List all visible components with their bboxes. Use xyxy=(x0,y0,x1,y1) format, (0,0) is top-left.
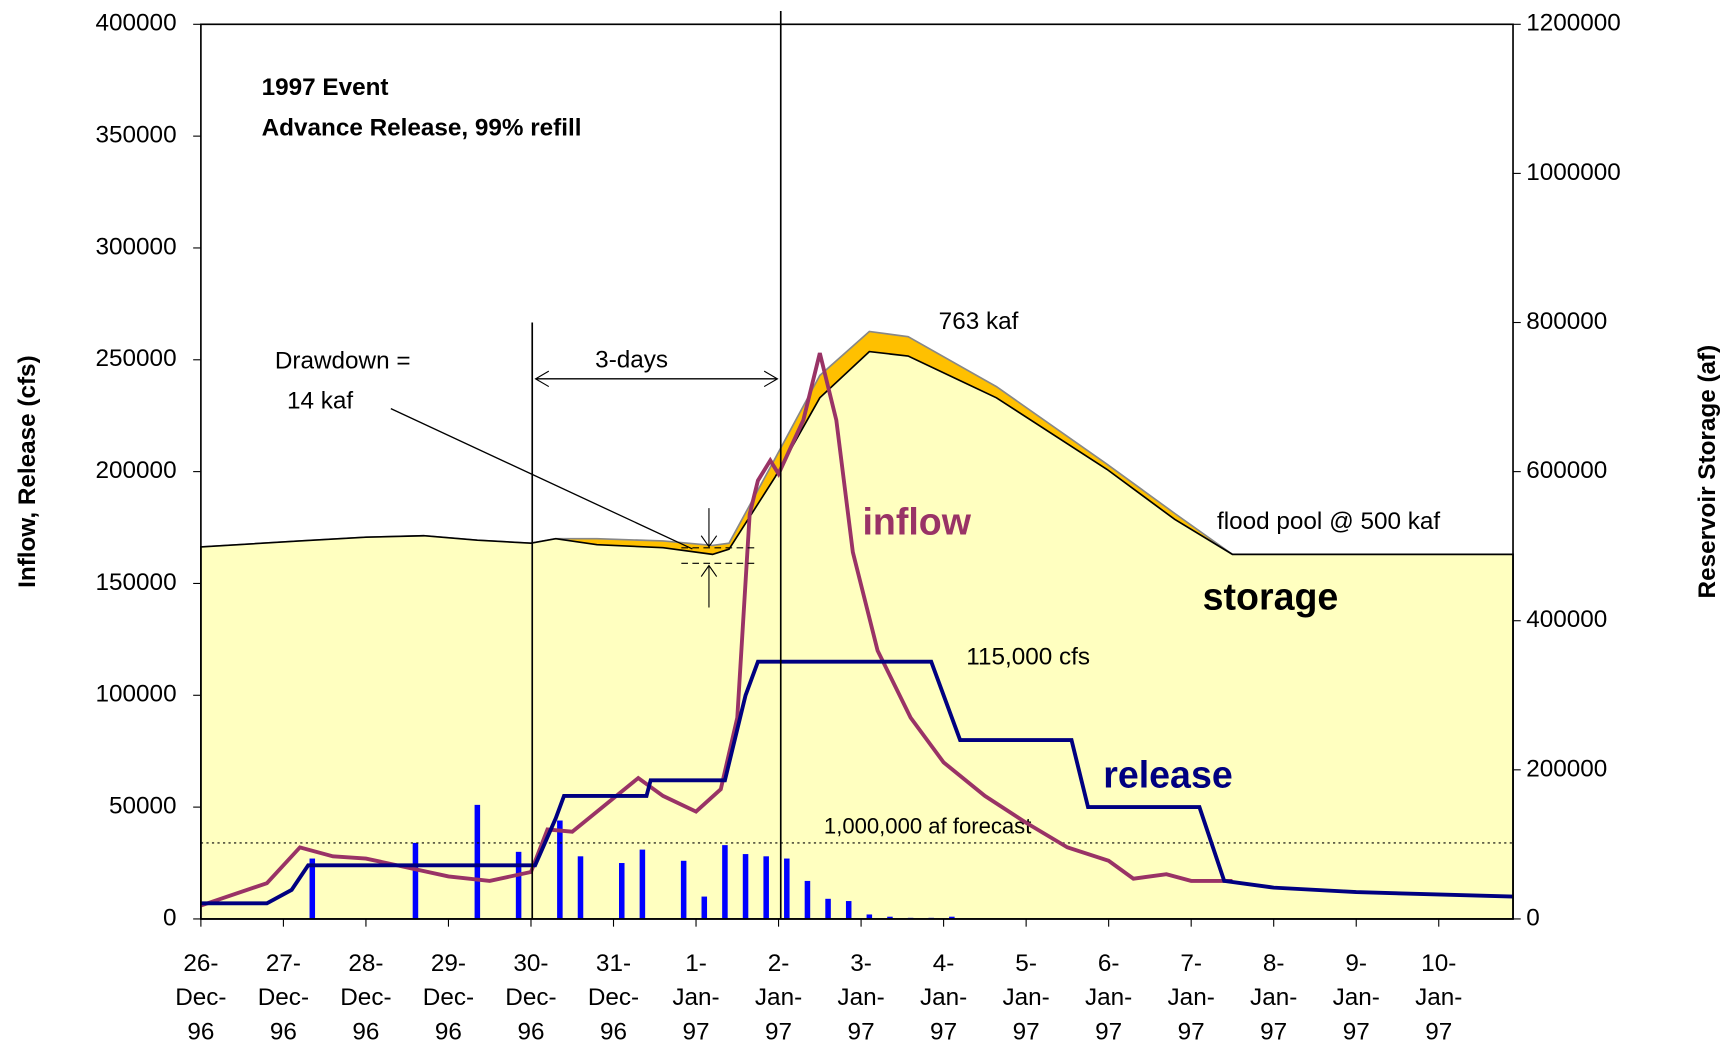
x-tick-label-box: 9- Jan- 97 xyxy=(1332,948,1380,1045)
x-tick-label: 8- Jan- 97 xyxy=(1250,948,1298,1045)
annotation: 115,000 cfs xyxy=(966,644,1090,671)
bar xyxy=(639,849,646,919)
bar xyxy=(557,820,563,919)
x-tick-label-box: 31- Dec- 96 xyxy=(587,948,640,1045)
bar xyxy=(722,845,728,919)
annotation: 3-days xyxy=(595,347,668,374)
annotation: Drawdown = xyxy=(275,348,411,375)
bar xyxy=(804,880,811,919)
y-tick-label: 400000 xyxy=(96,10,177,37)
annotation: Advance Release, 99% refill xyxy=(262,115,582,142)
annotation: 14 kaf xyxy=(287,387,353,414)
x-tick-label: 30- Dec- 96 xyxy=(505,948,557,1045)
series-label: release xyxy=(1103,753,1232,795)
x-tick-label-box: 10- Jan- 97 xyxy=(1415,948,1463,1045)
series-line xyxy=(200,352,1233,908)
x-tick-label-box: 5- Jan- 97 xyxy=(1002,948,1050,1045)
x-tick-label: 10- Jan- 97 xyxy=(1415,948,1463,1045)
x-tick-label: 31- Dec- 96 xyxy=(587,948,640,1045)
y-tick-label: 0 xyxy=(163,904,177,931)
x-tick-label: 26- Dec- 96 xyxy=(175,948,227,1045)
x-tick-label: 6- Jan- 97 xyxy=(1084,948,1133,1045)
bar xyxy=(887,916,893,919)
y2-tick-label: 400000 xyxy=(1526,606,1607,633)
y-tick-label: 300000 xyxy=(96,233,177,260)
bar xyxy=(866,914,873,919)
x-tick-label-box: 26- Dec- 96 xyxy=(175,948,227,1045)
x-tick-label-box: 3- Jan- 97 xyxy=(837,948,885,1045)
x-tick-label: 5- Jan- 97 xyxy=(1002,948,1050,1045)
y2-axis-title: Reservoir Storage (af) xyxy=(1694,345,1721,599)
x-tick-label: 1- Jan- 97 xyxy=(672,948,720,1045)
y-axis-title: Inflow, Release (cfs) xyxy=(14,355,41,588)
bar xyxy=(784,858,790,919)
y-tick-label: 150000 xyxy=(96,569,177,596)
y2-tick-label: 600000 xyxy=(1526,457,1607,484)
x-tick-label: 7- Jan- 97 xyxy=(1167,948,1215,1045)
y-tick-label: 50000 xyxy=(109,793,177,820)
plot-area: 1,000,000 af forecast xyxy=(200,330,1514,920)
x-tick-label-box: 2- Jan- 97 xyxy=(754,948,803,1045)
bar xyxy=(680,860,687,919)
x-tick-label-box: 1- Jan- 97 xyxy=(672,948,720,1045)
x-tick-label: 9- Jan- 97 xyxy=(1332,948,1380,1045)
bar xyxy=(763,856,769,919)
x-tick-label-box: 29- Dec- 96 xyxy=(422,948,475,1045)
y-tick-label: 350000 xyxy=(96,122,177,149)
drawdown-pointer xyxy=(390,408,693,550)
series-label: storage xyxy=(1203,576,1339,618)
x-tick-label-box: 8- Jan- 97 xyxy=(1250,948,1298,1045)
y2-tick-label: 0 xyxy=(1526,904,1540,931)
y-tick-label: 250000 xyxy=(96,345,177,372)
bar xyxy=(949,916,955,919)
x-tick-label-box: 7- Jan- 97 xyxy=(1167,948,1215,1045)
arrow-head xyxy=(534,370,779,388)
bar xyxy=(309,858,316,919)
bar xyxy=(742,854,749,919)
y2-tick-label: 800000 xyxy=(1526,308,1607,335)
x-tick-label: 27- Dec- 96 xyxy=(257,948,310,1045)
y2-tick-label: 200000 xyxy=(1526,755,1607,782)
annotation: 1997 Event xyxy=(262,74,389,101)
x-tick-label: 28- Dec- 96 xyxy=(340,948,392,1045)
x-tick-label: 4- Jan- 97 xyxy=(919,948,968,1045)
series-label: inflow xyxy=(862,501,971,543)
x-tick-label-box: 4- Jan- 97 xyxy=(919,948,968,1045)
annotation: flood pool @ 500 kaf xyxy=(1217,508,1440,535)
bar xyxy=(845,901,852,919)
reference-label: 1,000,000 af forecast xyxy=(824,813,1031,838)
bar xyxy=(412,842,419,919)
storage-area xyxy=(200,350,1514,920)
x-tick-label-box: 30- Dec- 96 xyxy=(505,948,557,1045)
y-tick-label: 100000 xyxy=(96,681,177,708)
annotation: 763 kaf xyxy=(939,308,1019,335)
series-line xyxy=(200,659,1514,906)
bar xyxy=(515,851,522,919)
x-tick-label-box: 27- Dec- 96 xyxy=(257,948,310,1045)
y2-tick-label: 1200000 xyxy=(1526,10,1621,37)
drawdown-arrows xyxy=(700,508,718,608)
x-tick-label-box: 6- Jan- 97 xyxy=(1084,948,1133,1045)
x-tick-label: 2- Jan- 97 xyxy=(754,948,803,1045)
bar xyxy=(701,896,708,919)
bar xyxy=(577,856,584,919)
bar xyxy=(618,863,625,919)
x-tick-label: 3- Jan- 97 xyxy=(837,948,885,1045)
x-tick-label-box: 28- Dec- 96 xyxy=(340,948,392,1045)
y-tick-label: 200000 xyxy=(96,457,177,484)
bar xyxy=(825,898,831,919)
bar xyxy=(474,804,481,919)
y2-tick-label: 1000000 xyxy=(1526,159,1621,186)
x-tick-label: 29- Dec- 96 xyxy=(422,948,475,1045)
